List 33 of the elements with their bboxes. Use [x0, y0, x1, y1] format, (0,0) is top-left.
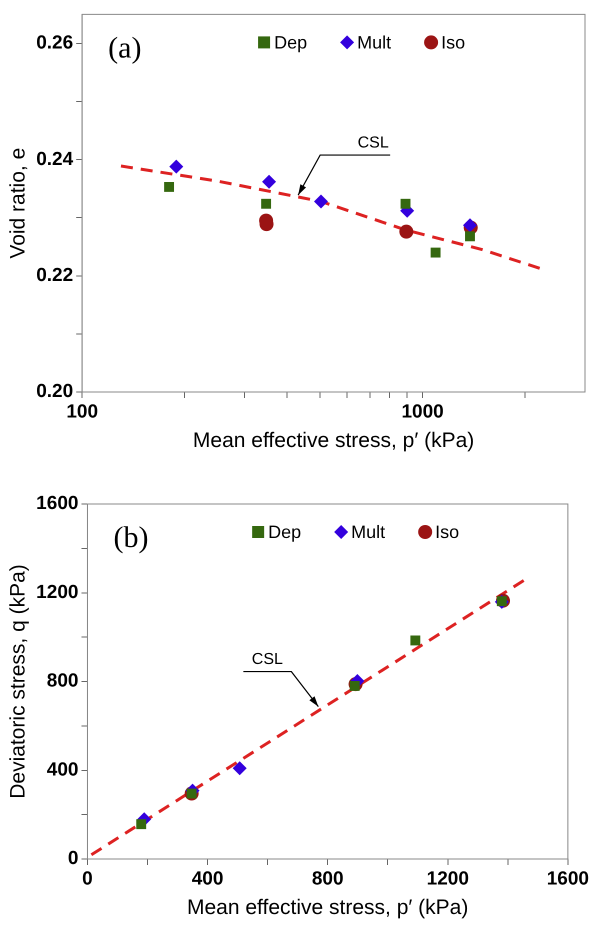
y-axis-title: Deviatoric stress, q (kPa) — [6, 564, 30, 799]
y-tick-label: 400 — [46, 759, 78, 780]
x-axis-title: Mean effective stress, p′ (kPa) — [187, 896, 468, 920]
legend-label: Iso — [441, 32, 466, 52]
point — [410, 636, 420, 646]
legend-label: Mult — [351, 522, 386, 542]
annotation: CSL — [358, 134, 389, 152]
text: (b) — [113, 520, 148, 554]
legend-label: Iso — [435, 522, 460, 542]
y-tick-label: 0.24 — [36, 148, 74, 170]
y-tick-label: 0 — [68, 848, 78, 870]
y-tick-label: 1600 — [36, 493, 78, 514]
x-tick-label: 0 — [82, 868, 93, 890]
x-axis-title: Mean effective stress, p′ (kPa) — [192, 429, 474, 452]
point — [232, 761, 247, 776]
x-tick-label: 400 — [192, 868, 224, 890]
legend-label: Dep — [268, 522, 302, 542]
x-tick-label: 1600 — [546, 868, 590, 890]
x-tick-label: 1200 — [426, 868, 469, 890]
text: (a) — [108, 31, 142, 64]
point — [136, 819, 146, 830]
y-tick-label: 800 — [46, 670, 78, 692]
y-tick-label: 0.20 — [36, 381, 74, 402]
y-tick-label: 0.22 — [36, 265, 74, 286]
x-tick-label: 800 — [312, 868, 344, 890]
x-tick-label: 100 — [66, 402, 98, 423]
y-tick-label: 1200 — [36, 582, 78, 603]
y-axis-title: Void ratio, e — [6, 148, 30, 259]
y-tick-label: 0.26 — [36, 32, 74, 54]
x-tick-label: 1000 — [401, 402, 444, 423]
legend-label: Dep — [274, 32, 308, 52]
annotation: CSL — [252, 650, 284, 668]
legend-label: Mult — [357, 32, 392, 52]
